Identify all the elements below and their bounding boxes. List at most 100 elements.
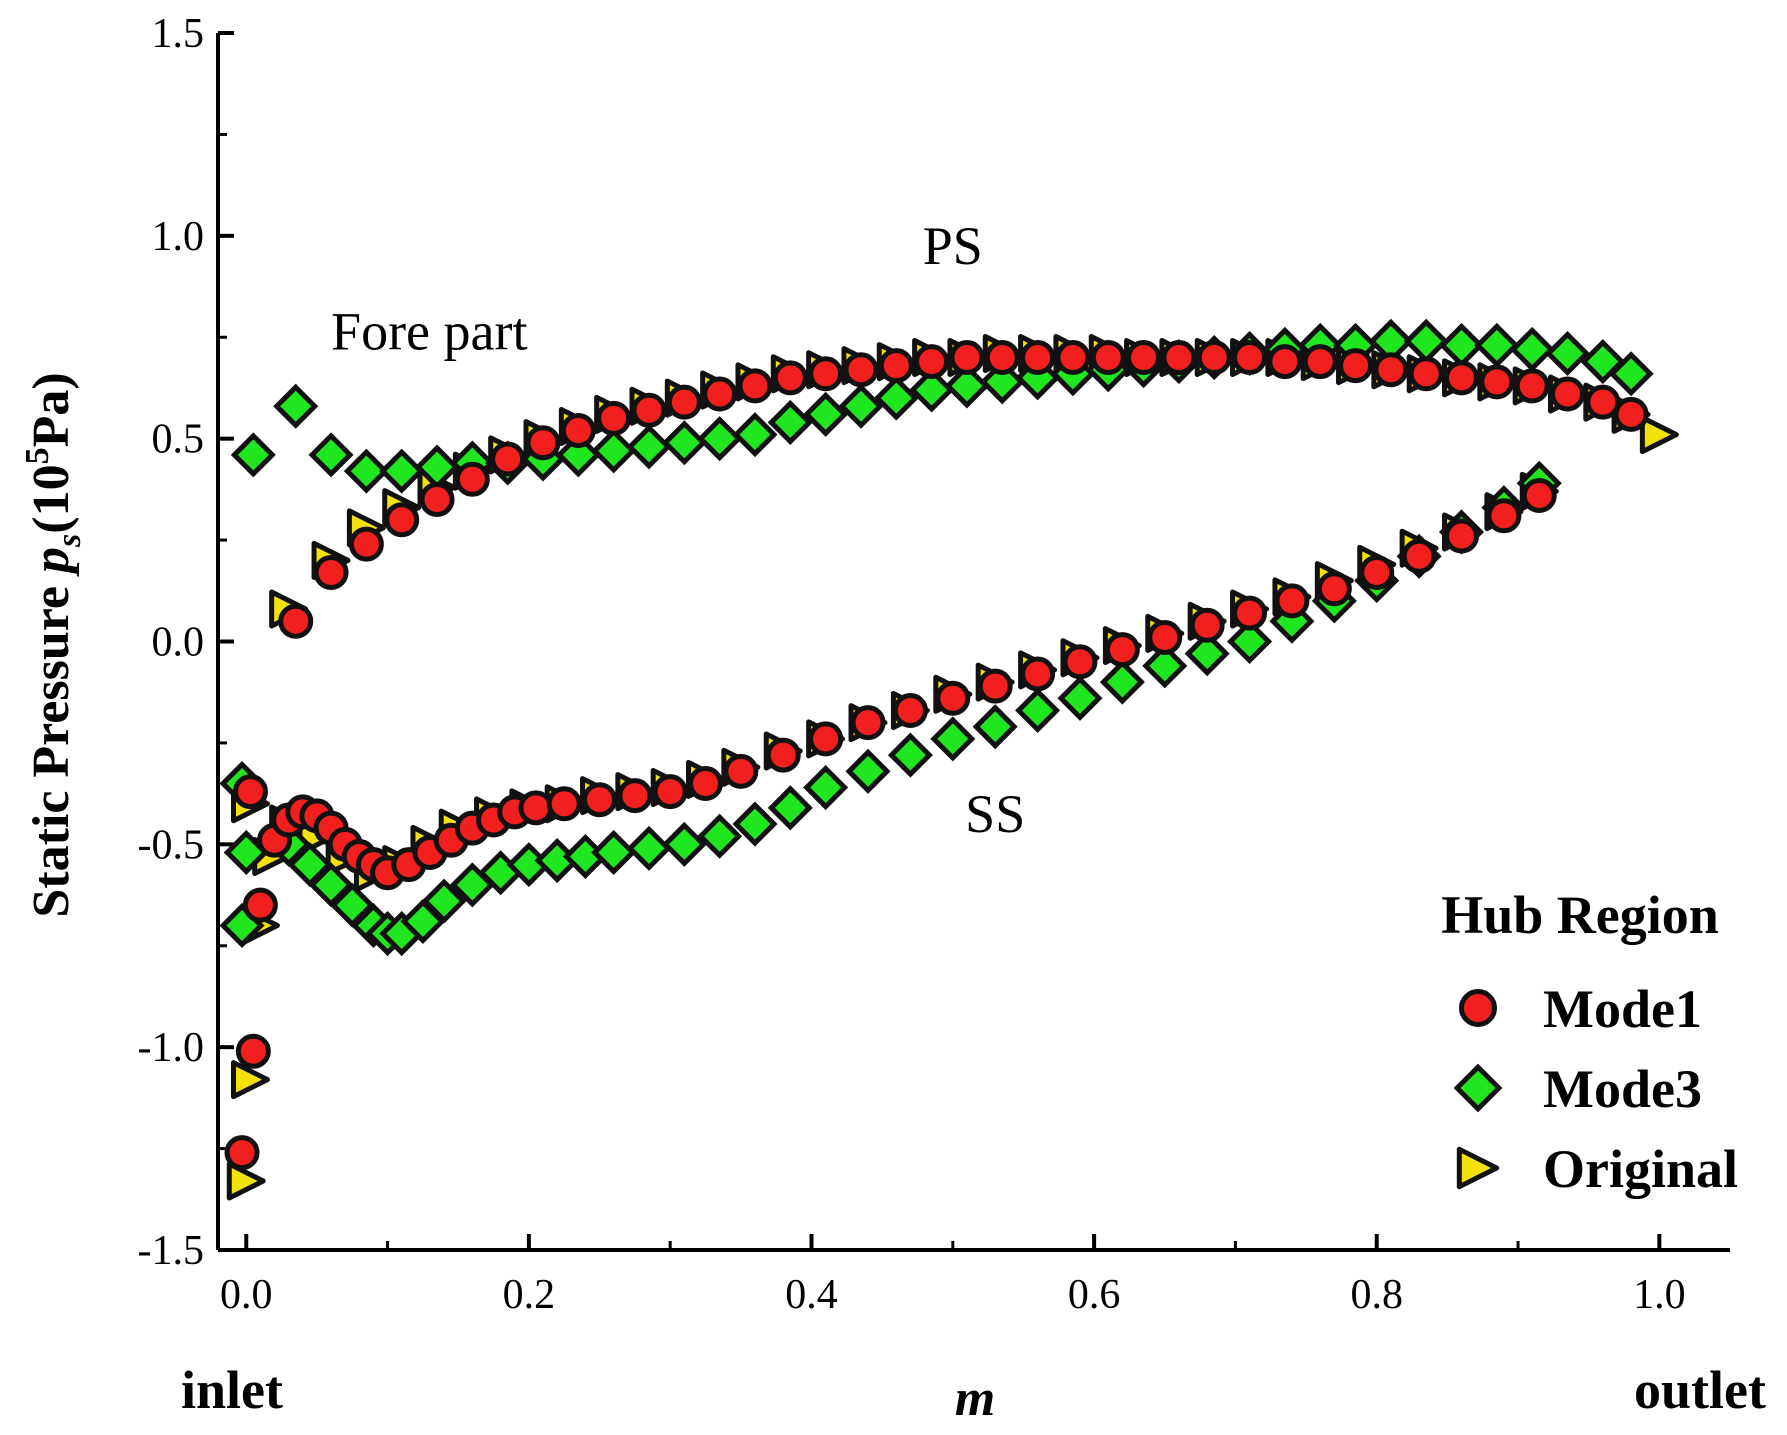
point-mode3-ss (803, 765, 849, 811)
point-mode1-ps (1408, 356, 1444, 392)
point-mode1-ps (454, 461, 490, 497)
point-mode1-ss (977, 668, 1013, 704)
point-mode3-ss (767, 785, 813, 831)
point-mode1-ps (631, 392, 667, 428)
point-mode1-ss (518, 790, 554, 826)
y-axis-title-main: Static Pressure (23, 573, 80, 918)
point-mode3-ss (1227, 618, 1273, 665)
point-mode3-ps (555, 432, 601, 478)
point-mode1-ss (1444, 518, 1480, 554)
point-mode3-ps (626, 424, 672, 470)
point-mode1-ps (525, 425, 561, 461)
point-mode3-ss (661, 821, 707, 867)
point-mode1-ps (666, 384, 702, 420)
point-mode3-ss (845, 748, 891, 794)
point-mode3-ss (697, 813, 743, 859)
point-mode1-ss (1486, 498, 1522, 534)
legend-label-mode1: Mode1 (1543, 979, 1702, 1039)
point-mode1-ps (1613, 396, 1649, 432)
series-mode1 (224, 340, 1649, 1171)
y-axis-title-symbol: p (23, 547, 80, 577)
point-mode3-ss (1142, 643, 1188, 689)
point-mode1-ss (1104, 632, 1140, 668)
y-axis-title-subscript: s (51, 534, 88, 548)
point-mode3-ps (767, 399, 813, 445)
x-tick-label: 0.6 (1068, 1272, 1121, 1318)
annotation-ss: SS (965, 784, 1025, 844)
point-mode1-ss (546, 786, 582, 822)
point-mode3-ss (732, 801, 778, 847)
x-tick-label: 1.0 (1633, 1272, 1686, 1318)
legend-marker-original (1456, 1146, 1500, 1190)
marks-layer (219, 318, 1679, 1201)
point-mode1-ps (1161, 340, 1197, 376)
point-original-ss (231, 1060, 271, 1100)
point-mode1-ss (1232, 595, 1268, 631)
point-mode3-ps (308, 432, 354, 478)
point-mode1-ss (1062, 644, 1098, 680)
point-mode1-ss (242, 887, 278, 923)
y-tick-label: -1.5 (138, 1228, 205, 1274)
point-mode1-ss (224, 1135, 260, 1171)
point-mode1-ps (1338, 348, 1374, 384)
point-mode1-ps (914, 344, 950, 380)
point-mode3-ps (838, 383, 884, 429)
y-tick-label: 0.5 (152, 417, 205, 463)
point-mode3-ps (873, 375, 919, 421)
point-mode1-ss (892, 692, 928, 728)
point-mode3-ps (343, 448, 389, 494)
point-mode1-ps (843, 352, 879, 388)
point-mode1-ps (1126, 340, 1162, 376)
legend-title: Hub Region (1441, 885, 1719, 945)
point-mode1-ps (1090, 340, 1126, 376)
point-mode1-ss (935, 680, 971, 716)
x-end-label-outlet: outlet (1634, 1360, 1766, 1420)
y-tick-label: 1.0 (152, 214, 205, 260)
annotation-ps: PS (923, 216, 983, 276)
point-mode3-ss (421, 878, 467, 924)
x-tick-label: 0.2 (503, 1272, 556, 1318)
point-original-ss (226, 1161, 266, 1201)
point-original-ps (1639, 415, 1679, 455)
point-mode1-ps (1232, 340, 1268, 376)
point-mode3-ss (1015, 687, 1061, 733)
point-mode1-ps (596, 400, 632, 436)
x-end-label-inlet: inlet (181, 1360, 283, 1420)
point-mode3-ss (930, 716, 976, 762)
y-tick-label: 1.5 (152, 11, 205, 57)
y-axis-title-unit-open: (10 (23, 464, 80, 533)
point-mode3-ps (803, 391, 849, 437)
point-mode3-ps (944, 363, 990, 409)
point-mode1-ss (1020, 656, 1056, 692)
point-mode1-ss (652, 774, 688, 810)
y-tick-label: 0.0 (152, 620, 205, 666)
point-mode3-ps (1509, 326, 1555, 372)
point-mode3-ps (379, 448, 425, 494)
point-mode1-ps (1479, 364, 1515, 400)
point-mode1-ps (1196, 340, 1232, 376)
legend-items: Mode1 Mode3 Original (1453, 979, 1738, 1199)
legend-marker-mode1 (1459, 989, 1497, 1027)
y-tick-label: -0.5 (138, 822, 205, 868)
point-mode1-ps (1020, 340, 1056, 376)
point-mode1-ss (582, 782, 618, 818)
point-mode1-ps (1549, 376, 1585, 412)
point-mode1-ps (772, 360, 808, 396)
x-tick-label: 0.4 (785, 1272, 838, 1318)
point-mode1-ps (1444, 360, 1480, 396)
point-mode1-ps (348, 526, 384, 562)
point-mode3-ps (591, 428, 637, 474)
point-mode3-ss (1057, 675, 1103, 721)
point-mode3-ss (1184, 631, 1230, 677)
annotation-fore-part: Fore part (331, 301, 527, 361)
point-mode1-ps (878, 348, 914, 384)
point-mode1-ps (384, 502, 420, 538)
point-mode1-ss (235, 1033, 271, 1069)
point-mode1-ps (808, 356, 844, 392)
point-mode1-ss (617, 778, 653, 814)
point-mode1-ss (1147, 619, 1183, 655)
point-mode1-ss (850, 705, 886, 741)
point-mode3-ps (1403, 318, 1449, 364)
